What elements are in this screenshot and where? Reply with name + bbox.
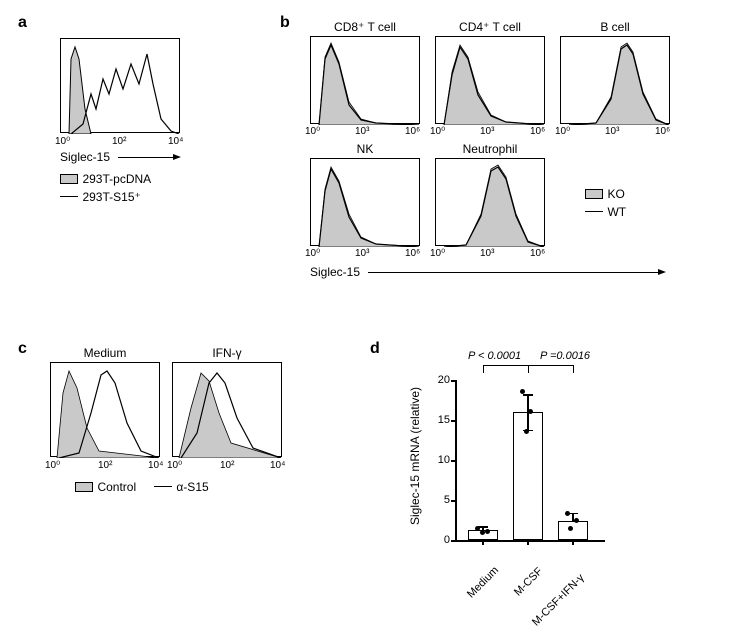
hist-title: CD8⁺ T cell (310, 20, 420, 34)
tick: 10⁰ (430, 248, 445, 259)
tick: 10⁴ (270, 460, 285, 471)
tick: 10⁰ (305, 126, 320, 137)
tick: 10⁶ (405, 248, 420, 259)
legend-fill-label: Control (97, 480, 136, 494)
axis-label-siglec15-b: Siglec-15 (310, 265, 360, 279)
tick: 10³ (480, 126, 494, 137)
panel-c-hist-ifng (172, 362, 282, 457)
legend-line-label: α-S15 (176, 480, 208, 494)
ytick: 20 (430, 374, 450, 386)
panel-label-c: c (18, 340, 27, 358)
arrow-head (658, 269, 666, 275)
arrow-line (118, 157, 173, 158)
tick: 10⁴ (168, 136, 183, 147)
tick: 10⁰ (55, 136, 70, 147)
panel-label-d: d (370, 340, 380, 358)
hist-title: NK (310, 142, 420, 156)
tick: 10⁶ (530, 126, 545, 137)
panel-b-hist-cd8 (310, 36, 420, 124)
tick: 10⁴ (148, 460, 163, 471)
legend-fill-swatch (585, 189, 603, 199)
tick: 10² (98, 460, 112, 471)
tick: 10⁰ (430, 126, 445, 137)
arrow-head (173, 154, 181, 160)
legend-fill-swatch (60, 174, 78, 184)
tick: 10⁶ (530, 248, 545, 259)
y-axis-label: Siglec-15 mRNA (relative) (408, 387, 422, 525)
bar-mcsf-ifng (558, 521, 588, 540)
panel-c-hist-medium (50, 362, 160, 457)
ytick: 10 (430, 454, 450, 466)
axis-label-siglec15: Siglec-15 (60, 150, 110, 164)
hist-title: IFN-γ (172, 346, 282, 360)
panel-b-hist-neutrophil (435, 158, 545, 246)
hist-title: B cell (560, 20, 670, 34)
tick: 10³ (355, 126, 369, 137)
ytick: 0 (430, 534, 450, 546)
tick: 10⁰ (305, 248, 320, 259)
panel-label-b: b (280, 14, 290, 32)
tick: 10² (112, 136, 126, 147)
legend-line-label: WT (607, 205, 626, 219)
panel-b-hist-bcell (560, 36, 670, 124)
tick: 10⁰ (555, 126, 570, 137)
legend-fill-swatch (75, 482, 93, 492)
tick: 10² (220, 460, 234, 471)
tick: 10⁶ (405, 126, 420, 137)
legend-b: KO WT (585, 185, 626, 221)
ytick: 5 (430, 494, 450, 506)
tick: 10³ (480, 248, 494, 259)
legend-fill-label: 293T-pcDNA (82, 172, 151, 186)
panel-d-barchart: 0 5 10 15 20 P < 0.0001 P =0.0016 (400, 350, 660, 580)
hist-title: Neutrophil (435, 142, 545, 156)
panel-label-a: a (18, 14, 27, 32)
panel-a-histogram (60, 38, 180, 133)
legend-line-swatch (585, 211, 603, 212)
legend-c: Control α-S15 (75, 478, 209, 496)
hist-title: CD4⁺ T cell (435, 20, 545, 34)
tick: 10⁶ (655, 126, 670, 137)
ytick: 15 (430, 414, 450, 426)
arrow-line (368, 272, 658, 273)
legend-line-label: 293T-S15⁺ (82, 190, 140, 204)
tick: 10³ (355, 248, 369, 259)
hist-title: Medium (50, 346, 160, 360)
pval-2: P =0.0016 (540, 350, 590, 362)
legend-line-swatch (60, 196, 78, 197)
tick: 10⁰ (45, 460, 60, 471)
panel-b-hist-cd4 (435, 36, 545, 124)
legend-fill-label: KO (607, 187, 624, 201)
legend-line-swatch (154, 486, 172, 487)
pval-1: P < 0.0001 (468, 350, 521, 362)
tick: 10⁰ (167, 460, 182, 471)
panel-b-hist-nk (310, 158, 420, 246)
legend-a: 293T-pcDNA 293T-S15⁺ (60, 170, 151, 206)
tick: 10³ (605, 126, 619, 137)
